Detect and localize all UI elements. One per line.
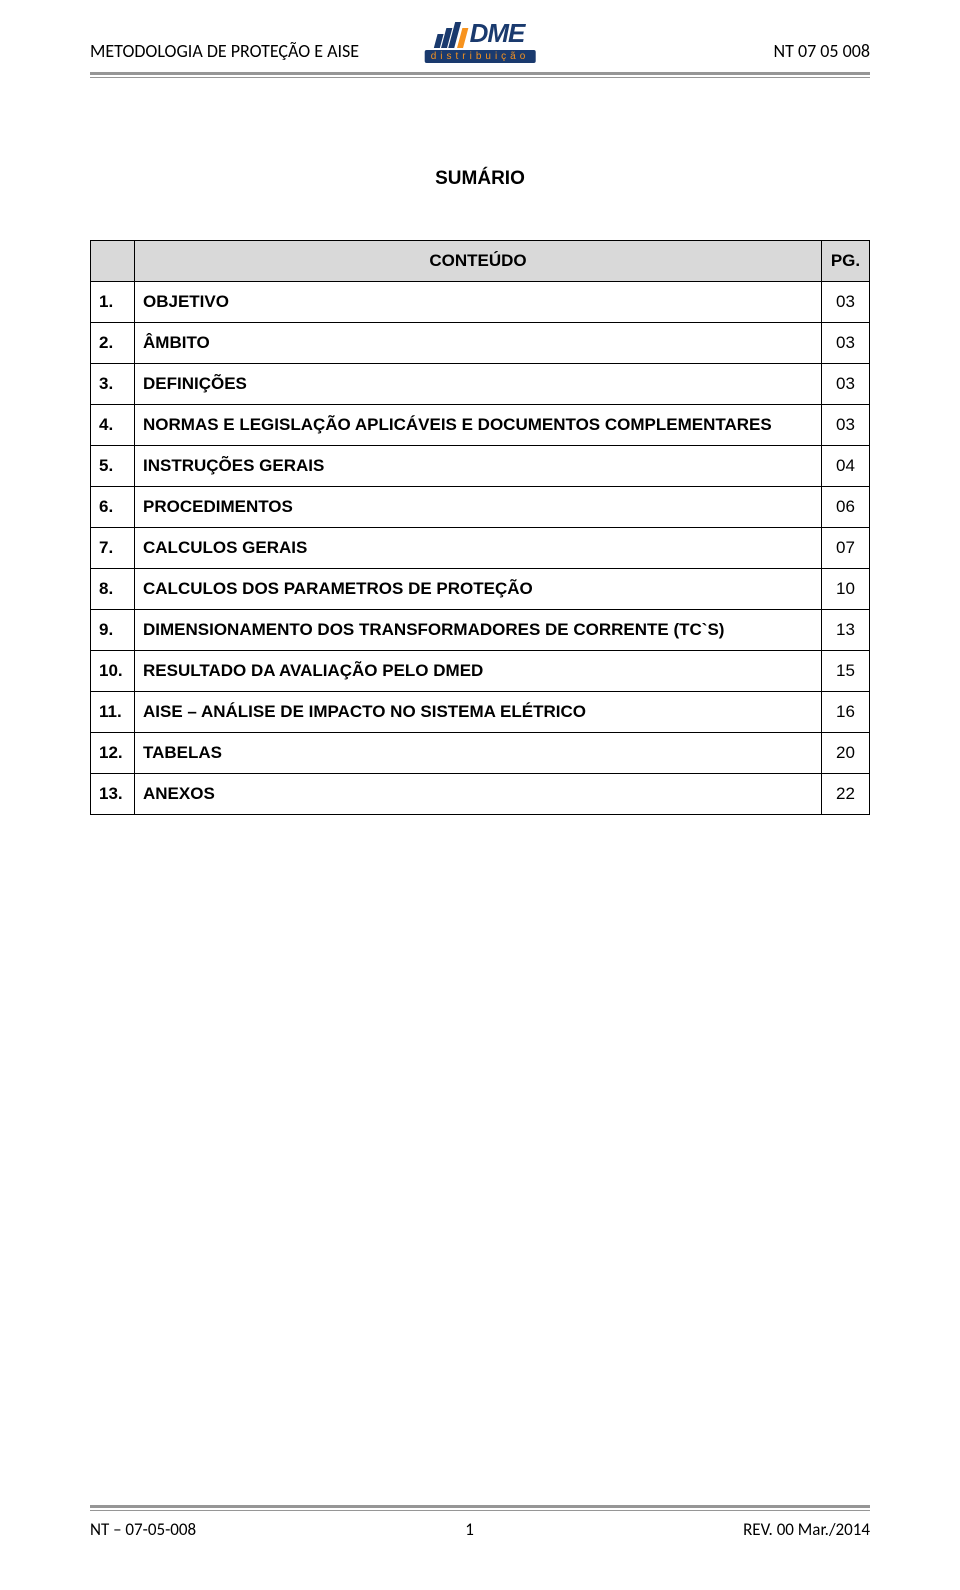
header-title-left: METODOLOGIA DE PROTEÇÃO E AISE [90,40,359,62]
toc-row: 11.AISE – ANÁLISE DE IMPACTO NO SISTEMA … [91,692,870,733]
logo-text: DME [470,18,525,49]
toc-row: 13.ANEXOS22 [91,774,870,815]
toc-row-number: 2. [91,323,135,364]
toc-row: 7.CALCULOS GERAIS07 [91,528,870,569]
toc-row-desc: RESULTADO DA AVALIAÇÃO PELO DMED [135,651,822,692]
toc-row-number: 12. [91,733,135,774]
toc-row-desc: OBJETIVO [135,282,822,323]
toc-row-page: 15 [822,651,870,692]
toc-row-number: 7. [91,528,135,569]
toc-row-page: 22 [822,774,870,815]
logo-bars-icon [436,20,466,48]
toc-row: 5.INSTRUÇÕES GERAIS04 [91,446,870,487]
toc-header-pg: PG. [822,241,870,282]
toc-header-blank [91,241,135,282]
toc-row-number: 6. [91,487,135,528]
footer-page-number: 1 [465,1519,474,1540]
toc-header-content: CONTEÚDO [135,241,822,282]
toc-row-number: 11. [91,692,135,733]
toc-row-desc: CALCULOS GERAIS [135,528,822,569]
footer-left: NT – 07-05-008 [90,1519,196,1540]
toc-row-number: 5. [91,446,135,487]
logo-subtext: distribuição [425,50,536,63]
page-title: SUMÁRIO [90,168,870,190]
toc-row-page: 06 [822,487,870,528]
toc-row-desc: PROCEDIMENTOS [135,487,822,528]
toc-table: CONTEÚDO PG. 1.OBJETIVO032.ÂMBITO033.DEF… [90,240,870,815]
toc-row-page: 03 [822,405,870,446]
toc-row: 9.DIMENSIONAMENTO DOS TRANSFORMADORES DE… [91,610,870,651]
toc-row-page: 03 [822,364,870,405]
toc-row: 8.CALCULOS DOS PARAMETROS DE PROTEÇÃO10 [91,569,870,610]
toc-row: 1.OBJETIVO03 [91,282,870,323]
toc-row-number: 13. [91,774,135,815]
toc-row-page: 03 [822,323,870,364]
toc-row-number: 4. [91,405,135,446]
toc-row-number: 3. [91,364,135,405]
toc-row: 10.RESULTADO DA AVALIAÇÃO PELO DMED15 [91,651,870,692]
toc-row-desc: DEFINIÇÕES [135,364,822,405]
toc-row-desc: AISE – ANÁLISE DE IMPACTO NO SISTEMA ELÉ… [135,692,822,733]
logo: DME distribuição [425,18,536,63]
toc-row: 6.PROCEDIMENTOS06 [91,487,870,528]
toc-row-number: 10. [91,651,135,692]
toc-row-desc: ANEXOS [135,774,822,815]
toc-row-desc: DIMENSIONAMENTO DOS TRANSFORMADORES DE C… [135,610,822,651]
header-doc-code: NT 07 05 008 [774,40,870,62]
toc-row-page: 20 [822,733,870,774]
toc-row-number: 9. [91,610,135,651]
toc-row-page: 07 [822,528,870,569]
logo-top: DME [436,18,525,49]
toc-row-page: 03 [822,282,870,323]
toc-row-page: 10 [822,569,870,610]
toc-row-page: 13 [822,610,870,651]
toc-row-number: 8. [91,569,135,610]
page-footer: NT – 07-05-008 1 REV. 00 Mar./2014 [90,1501,870,1540]
toc-row-number: 1. [91,282,135,323]
footer-rule [90,1505,870,1511]
toc-row: 12.TABELAS20 [91,733,870,774]
toc-row-desc: INSTRUÇÕES GERAIS [135,446,822,487]
header-rule [90,72,870,78]
toc-row: 4.NORMAS E LEGISLAÇÃO APLICÁVEIS E DOCUM… [91,405,870,446]
toc-row-desc: NORMAS E LEGISLAÇÃO APLICÁVEIS E DOCUMEN… [135,405,822,446]
toc-header-row: CONTEÚDO PG. [91,241,870,282]
toc-row-desc: ÂMBITO [135,323,822,364]
footer-row: NT – 07-05-008 1 REV. 00 Mar./2014 [90,1519,870,1540]
footer-right: REV. 00 Mar./2014 [743,1519,870,1540]
toc-row-page: 04 [822,446,870,487]
toc-row-desc: CALCULOS DOS PARAMETROS DE PROTEÇÃO [135,569,822,610]
toc-row: 3.DEFINIÇÕES03 [91,364,870,405]
toc-row: 2.ÂMBITO03 [91,323,870,364]
toc-row-page: 16 [822,692,870,733]
toc-row-desc: TABELAS [135,733,822,774]
